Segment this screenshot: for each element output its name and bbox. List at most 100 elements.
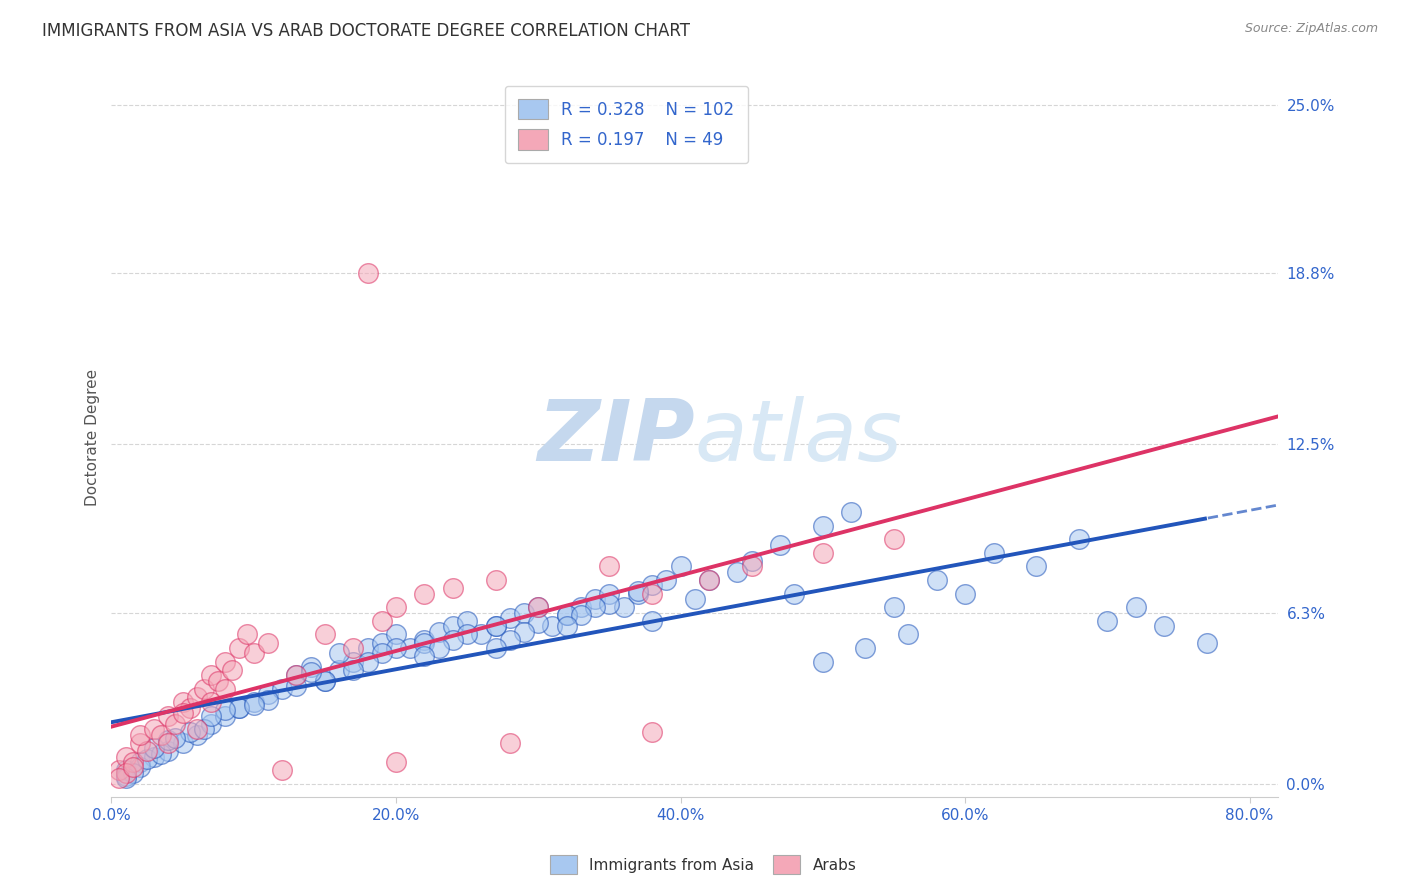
Point <box>107 772 129 786</box>
Point <box>143 741 166 756</box>
Point <box>456 614 478 628</box>
Point <box>811 518 834 533</box>
Point <box>342 663 364 677</box>
Point <box>172 695 194 709</box>
Point <box>107 763 129 777</box>
Point <box>342 640 364 655</box>
Point <box>569 600 592 615</box>
Point <box>314 673 336 688</box>
Point <box>598 598 620 612</box>
Point <box>385 640 408 655</box>
Point <box>157 736 180 750</box>
Point <box>328 663 350 677</box>
Point <box>228 640 250 655</box>
Point <box>527 600 550 615</box>
Point <box>114 766 136 780</box>
Point <box>499 632 522 647</box>
Point <box>356 640 378 655</box>
Point <box>193 723 215 737</box>
Point <box>356 266 378 280</box>
Point <box>484 640 506 655</box>
Point <box>413 586 436 600</box>
Point <box>855 640 877 655</box>
Point <box>441 632 464 647</box>
Point <box>811 655 834 669</box>
Point <box>114 772 136 786</box>
Point <box>456 627 478 641</box>
Point <box>555 619 578 633</box>
Point <box>285 668 308 682</box>
Point <box>157 733 180 747</box>
Point <box>114 749 136 764</box>
Point <box>583 600 606 615</box>
Point <box>811 546 834 560</box>
Point <box>1025 559 1047 574</box>
Point <box>299 665 322 680</box>
Point <box>441 581 464 595</box>
Point <box>427 640 450 655</box>
Point <box>883 533 905 547</box>
Point <box>242 698 264 712</box>
Point <box>371 635 394 649</box>
Text: Source: ZipAtlas.com: Source: ZipAtlas.com <box>1244 22 1378 36</box>
Point <box>128 760 150 774</box>
Point <box>165 731 187 745</box>
Point <box>513 624 536 639</box>
Point <box>641 578 664 592</box>
Point <box>1097 614 1119 628</box>
Point <box>356 655 378 669</box>
Point <box>641 586 664 600</box>
Point <box>683 592 706 607</box>
Point <box>598 586 620 600</box>
Point <box>697 573 720 587</box>
Point <box>655 573 678 587</box>
Point <box>186 723 208 737</box>
Point <box>121 760 143 774</box>
Point <box>513 606 536 620</box>
Point <box>157 744 180 758</box>
Point <box>114 763 136 777</box>
Point <box>342 655 364 669</box>
Point <box>121 766 143 780</box>
Point <box>242 695 264 709</box>
Point <box>641 725 664 739</box>
Point <box>697 573 720 587</box>
Point <box>257 687 280 701</box>
Point <box>627 586 650 600</box>
Point <box>499 611 522 625</box>
Point <box>271 681 294 696</box>
Legend: R = 0.328    N = 102, R = 0.197    N = 49: R = 0.328 N = 102, R = 0.197 N = 49 <box>505 86 748 163</box>
Point <box>484 573 506 587</box>
Point <box>427 624 450 639</box>
Point <box>214 655 236 669</box>
Point <box>200 668 222 682</box>
Point <box>583 592 606 607</box>
Point <box>1195 635 1218 649</box>
Point <box>200 695 222 709</box>
Point <box>271 763 294 777</box>
Point <box>328 646 350 660</box>
Point <box>627 583 650 598</box>
Point <box>484 619 506 633</box>
Point <box>200 709 222 723</box>
Point <box>186 728 208 742</box>
Point <box>136 744 159 758</box>
Point <box>983 546 1005 560</box>
Point <box>883 600 905 615</box>
Point <box>399 640 422 655</box>
Point <box>242 646 264 660</box>
Point <box>165 717 187 731</box>
Point <box>484 619 506 633</box>
Point <box>769 538 792 552</box>
Point <box>783 586 806 600</box>
Legend: Immigrants from Asia, Arabs: Immigrants from Asia, Arabs <box>544 849 862 880</box>
Point <box>128 736 150 750</box>
Point <box>441 619 464 633</box>
Point <box>136 752 159 766</box>
Text: atlas: atlas <box>695 396 903 479</box>
Y-axis label: Doctorate Degree: Doctorate Degree <box>86 368 100 506</box>
Point <box>214 681 236 696</box>
Point <box>143 749 166 764</box>
Point <box>150 747 173 761</box>
Point <box>725 565 748 579</box>
